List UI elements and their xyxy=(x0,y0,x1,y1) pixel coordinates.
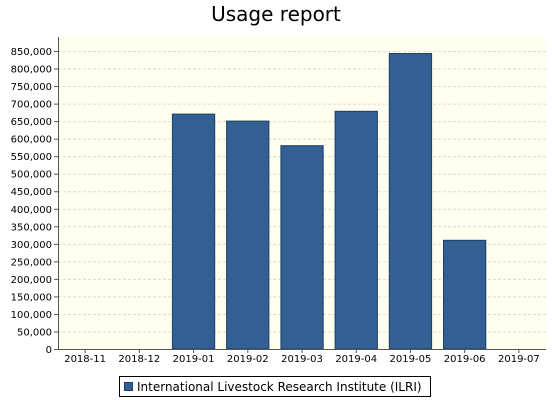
x-tick-label: 2019-01 xyxy=(173,354,215,365)
x-tick-label: 2019-06 xyxy=(444,354,486,365)
y-tick-label: 200,000 xyxy=(11,275,52,286)
y-tick-label: 250,000 xyxy=(11,257,52,268)
legend-swatch xyxy=(124,382,133,391)
x-tick-label: 2018-12 xyxy=(118,354,160,365)
y-tick-label: 750,000 xyxy=(11,82,52,93)
x-tick-label: 2018-11 xyxy=(64,354,106,365)
y-tick-label: 350,000 xyxy=(11,222,52,233)
x-tick-label: 2019-07 xyxy=(498,354,540,365)
y-tick-labels: 0 50,000 100,000 150,000 200,000 250,000 300,0… xyxy=(11,47,52,356)
bar-2019-01 xyxy=(171,113,216,350)
bar-2019-03 xyxy=(280,145,324,350)
y-tick-label: 600,000 xyxy=(11,135,52,146)
legend: International Livestock Research Institu… xyxy=(119,376,431,397)
legend-label: International Livestock Research Institu… xyxy=(137,379,422,394)
y-tick-label: 150,000 xyxy=(11,292,52,303)
y-tick-label: 500,000 xyxy=(11,170,52,181)
x-tick-label: 2019-03 xyxy=(281,354,323,365)
x-tick-label: 2019-05 xyxy=(390,354,432,365)
y-tick-label: 550,000 xyxy=(11,152,52,163)
y-tick-label: 800,000 xyxy=(11,65,52,76)
axes xyxy=(54,37,546,353)
y-tick-label: 450,000 xyxy=(11,187,52,198)
bar-2019-04 xyxy=(334,110,378,350)
chart-title: Usage report xyxy=(211,2,341,26)
bar-2019-02 xyxy=(226,120,270,350)
y-tick-label: 300,000 xyxy=(11,240,52,251)
y-tick-label: 400,000 xyxy=(11,205,52,216)
y-tick-label: 0 xyxy=(46,345,52,356)
x-tick-labels: 2018-11 2018-12 2019-01 2019-02 2019-03 2019-… xyxy=(64,354,540,365)
y-tick-label: 700,000 xyxy=(11,100,52,111)
y-tick-label: 650,000 xyxy=(11,117,52,128)
x-tick-label: 2019-02 xyxy=(227,354,269,365)
y-tick-label: 850,000 xyxy=(11,47,52,58)
y-tick-label: 100,000 xyxy=(11,310,52,321)
y-tick-label: 50,000 xyxy=(17,327,52,338)
bar-2019-05 xyxy=(388,53,433,350)
x-tick-label: 2019-04 xyxy=(335,354,377,365)
bar-2019-06 xyxy=(443,239,487,350)
